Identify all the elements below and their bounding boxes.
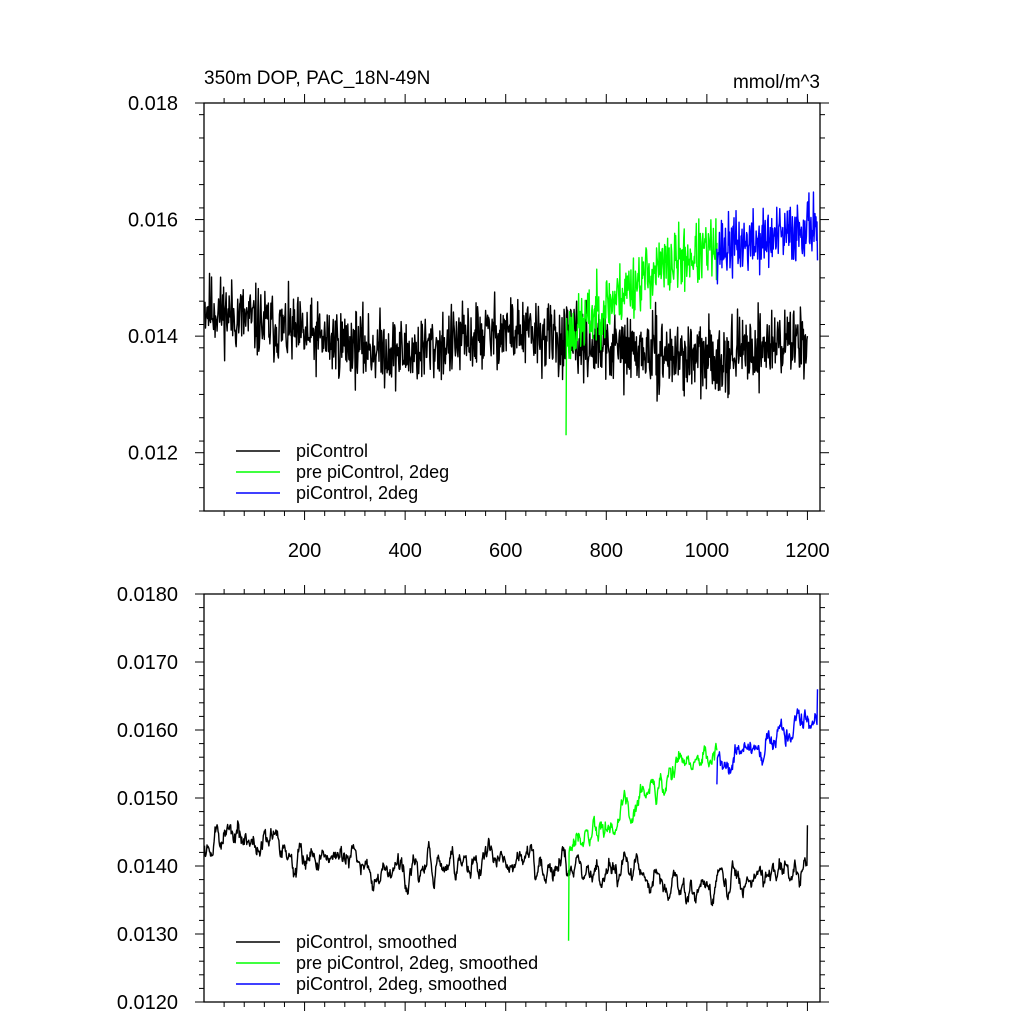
x-tick-label: 400	[388, 540, 421, 562]
legend-label: piControl	[296, 441, 368, 461]
series-line	[716, 191, 819, 285]
x-tick-label: 200	[288, 540, 321, 562]
y-tick-label: 0.016	[128, 210, 178, 232]
y-tick-label: 0.0120	[117, 992, 178, 1014]
y-tick-label: 0.0170	[117, 652, 178, 674]
x-tick-label: 600	[489, 540, 522, 562]
x-tick-label: 800	[590, 540, 623, 562]
legend-label: pre piControl, 2deg	[296, 462, 449, 482]
top-panel: 350m DOP, PAC_18N-49N mmol/m^3 200 400 600…	[128, 68, 830, 562]
y-tick-label: 0.0130	[117, 924, 178, 946]
x-tick-label: 1000	[685, 540, 730, 562]
legend-label: piControl, smoothed	[296, 932, 457, 952]
bottom-panel: 0.0120 0.0130 0.0140 0.0150 0.0160 0.0170 0.01…	[117, 584, 829, 1014]
y-tick-label: 0.0140	[117, 856, 178, 878]
y-tick-label: 0.0150	[117, 788, 178, 810]
series-line	[203, 272, 809, 402]
legend-label: pre piControl, 2deg, smoothed	[296, 953, 538, 973]
series-line	[716, 689, 819, 785]
legend-label: piControl, 2deg, smoothed	[296, 974, 507, 994]
series-line	[203, 820, 809, 907]
top-panel-title: 350m DOP, PAC_18N-49N	[204, 68, 430, 89]
top-panel-units: mmol/m^3	[733, 72, 820, 93]
top-plot-frame	[203, 102, 821, 512]
y-tick-label: 0.014	[128, 326, 178, 348]
y-tick-label: 0.0160	[117, 720, 178, 742]
legend-label: piControl, 2deg	[296, 483, 418, 503]
x-tick-label: 1200	[785, 540, 830, 562]
y-tick-label: 0.0180	[117, 584, 178, 606]
y-tick-label: 0.018	[128, 93, 178, 115]
y-tick-label: 0.012	[128, 443, 178, 465]
series-line	[567, 742, 718, 941]
series-line	[565, 218, 718, 436]
